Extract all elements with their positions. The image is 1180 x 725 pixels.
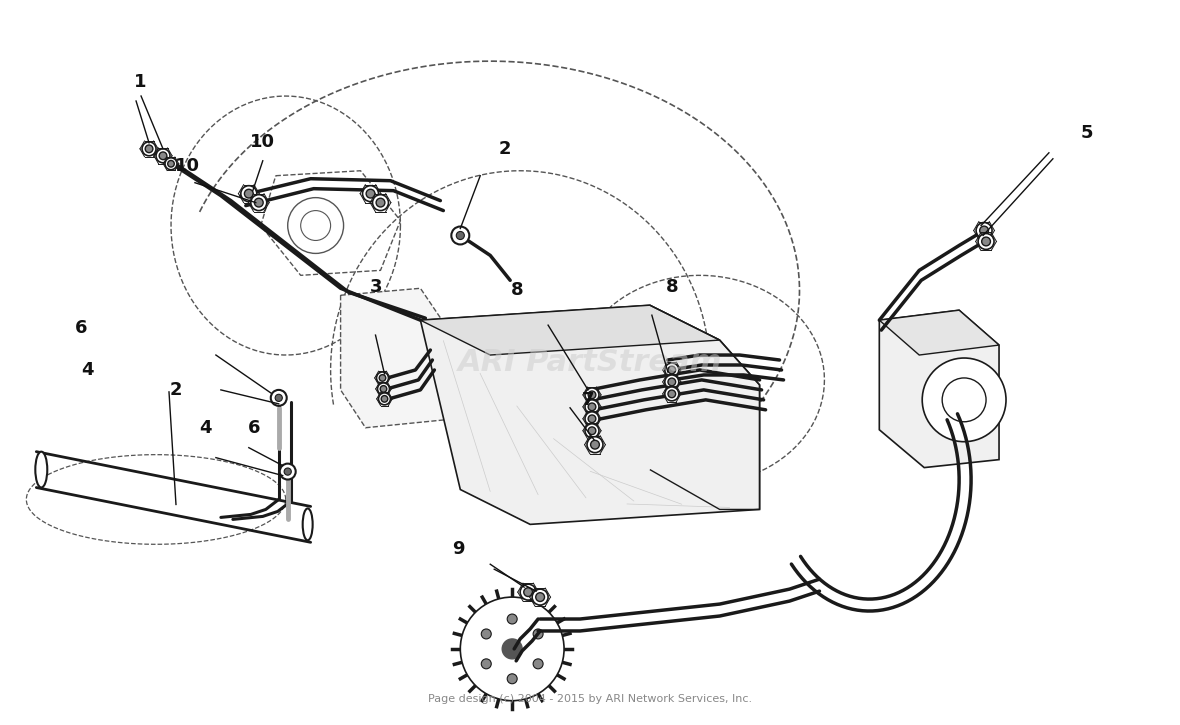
Circle shape bbox=[976, 223, 992, 239]
Polygon shape bbox=[420, 305, 760, 524]
Circle shape bbox=[668, 366, 676, 374]
Circle shape bbox=[156, 149, 170, 163]
Circle shape bbox=[585, 388, 599, 402]
Circle shape bbox=[979, 226, 989, 235]
Circle shape bbox=[507, 674, 517, 684]
Circle shape bbox=[524, 588, 532, 597]
Circle shape bbox=[373, 194, 388, 210]
Text: 1: 1 bbox=[135, 73, 146, 91]
Circle shape bbox=[533, 629, 543, 639]
Polygon shape bbox=[341, 289, 445, 428]
Circle shape bbox=[284, 468, 291, 475]
Circle shape bbox=[588, 427, 596, 434]
Circle shape bbox=[255, 198, 263, 207]
Circle shape bbox=[978, 233, 994, 249]
Text: 7: 7 bbox=[582, 391, 594, 409]
Circle shape bbox=[270, 390, 287, 406]
Circle shape bbox=[275, 394, 282, 402]
Text: Page design (c) 2004 - 2015 by ARI Network Services, Inc.: Page design (c) 2004 - 2015 by ARI Netwo… bbox=[428, 694, 752, 704]
Circle shape bbox=[668, 378, 676, 386]
Text: 10: 10 bbox=[175, 157, 199, 175]
Circle shape bbox=[451, 226, 470, 244]
Circle shape bbox=[481, 659, 491, 669]
Circle shape bbox=[288, 198, 343, 254]
Circle shape bbox=[379, 375, 386, 381]
Polygon shape bbox=[420, 305, 720, 355]
Text: ARI PartStream: ARI PartStream bbox=[458, 347, 722, 376]
Circle shape bbox=[520, 584, 536, 600]
Circle shape bbox=[168, 160, 175, 167]
Circle shape bbox=[481, 629, 491, 639]
Circle shape bbox=[457, 231, 465, 239]
Polygon shape bbox=[879, 310, 999, 468]
Circle shape bbox=[536, 593, 544, 602]
Circle shape bbox=[366, 189, 375, 198]
Text: 8: 8 bbox=[666, 278, 678, 296]
Ellipse shape bbox=[35, 452, 47, 487]
Text: 6: 6 bbox=[248, 418, 261, 436]
Circle shape bbox=[923, 358, 1007, 442]
Circle shape bbox=[982, 237, 990, 246]
Circle shape bbox=[362, 186, 379, 202]
Text: 4: 4 bbox=[81, 361, 93, 378]
Text: 3: 3 bbox=[369, 278, 382, 296]
Text: 9: 9 bbox=[452, 540, 465, 558]
Text: 5: 5 bbox=[1081, 124, 1093, 142]
Circle shape bbox=[145, 145, 153, 153]
Polygon shape bbox=[879, 310, 999, 355]
Text: 10: 10 bbox=[250, 133, 275, 152]
Circle shape bbox=[251, 194, 267, 210]
Text: 2: 2 bbox=[170, 381, 182, 399]
Text: 6: 6 bbox=[76, 319, 87, 337]
Circle shape bbox=[591, 440, 599, 449]
Circle shape bbox=[588, 403, 596, 410]
Circle shape bbox=[664, 387, 678, 401]
Circle shape bbox=[379, 393, 391, 405]
Circle shape bbox=[585, 412, 599, 426]
Circle shape bbox=[664, 363, 678, 377]
Circle shape bbox=[532, 589, 548, 605]
Circle shape bbox=[588, 415, 596, 423]
Circle shape bbox=[142, 142, 156, 156]
Circle shape bbox=[503, 639, 523, 659]
Circle shape bbox=[586, 436, 603, 452]
Circle shape bbox=[159, 152, 166, 160]
Ellipse shape bbox=[303, 508, 313, 540]
Circle shape bbox=[376, 372, 388, 384]
Circle shape bbox=[381, 396, 388, 402]
Circle shape bbox=[241, 186, 257, 202]
Text: 4: 4 bbox=[198, 418, 211, 436]
Circle shape bbox=[588, 391, 596, 399]
Circle shape bbox=[585, 424, 599, 438]
Circle shape bbox=[244, 189, 254, 198]
Circle shape bbox=[165, 158, 177, 170]
Circle shape bbox=[280, 463, 296, 479]
Circle shape bbox=[301, 210, 330, 241]
Circle shape bbox=[942, 378, 986, 422]
Circle shape bbox=[507, 614, 517, 624]
Circle shape bbox=[380, 386, 387, 392]
Text: 8: 8 bbox=[511, 281, 523, 299]
Text: 2: 2 bbox=[499, 141, 511, 159]
Circle shape bbox=[533, 659, 543, 669]
Circle shape bbox=[378, 383, 389, 395]
Circle shape bbox=[460, 597, 564, 700]
Circle shape bbox=[474, 611, 550, 687]
Circle shape bbox=[664, 375, 678, 389]
Circle shape bbox=[490, 627, 535, 671]
Circle shape bbox=[376, 198, 385, 207]
Circle shape bbox=[668, 390, 676, 398]
Circle shape bbox=[585, 400, 599, 414]
